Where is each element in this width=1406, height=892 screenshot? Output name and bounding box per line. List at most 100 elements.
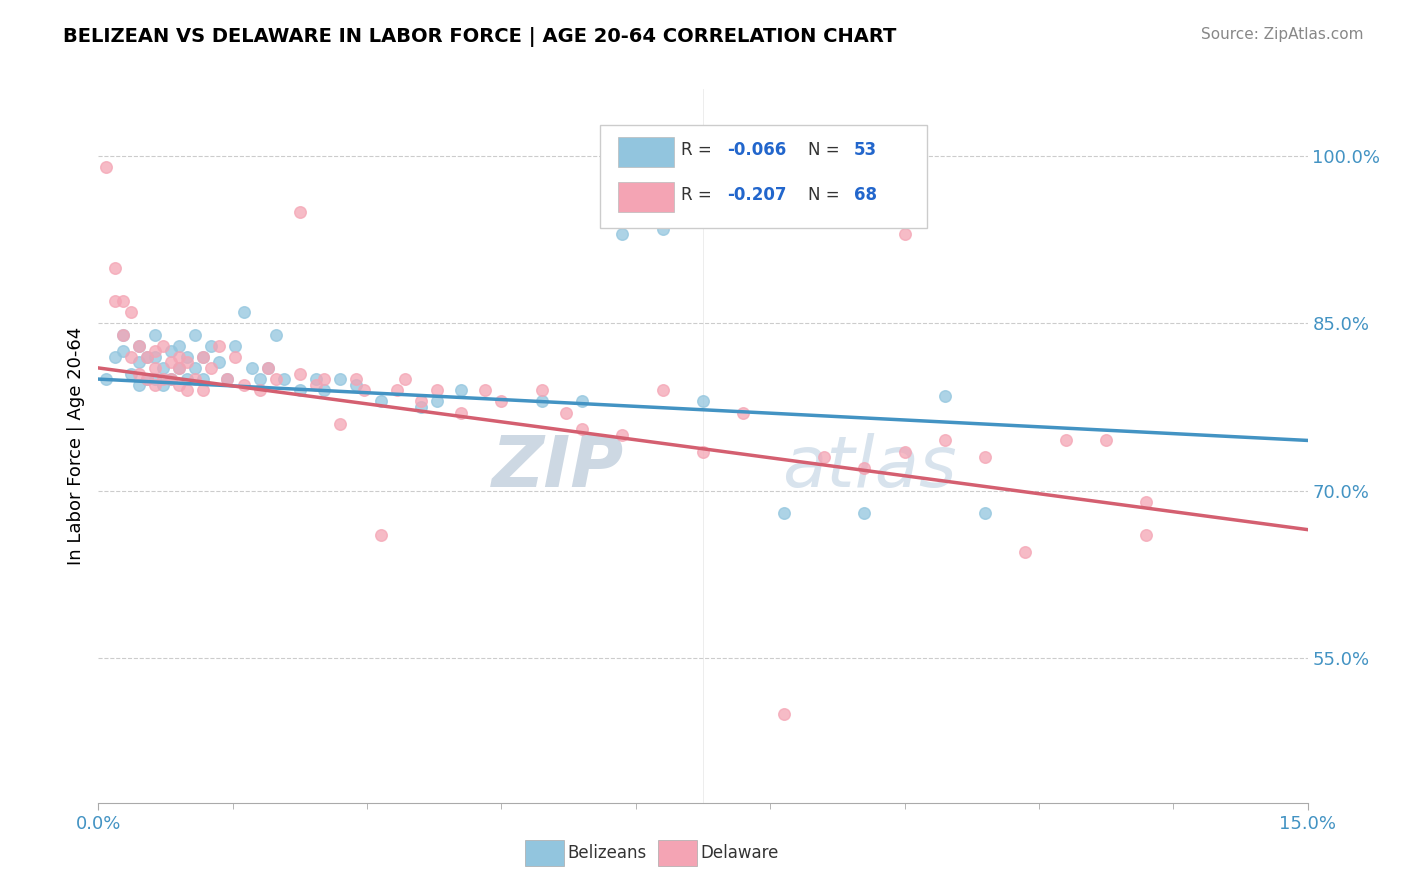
Point	[571, 394, 593, 409]
Point	[385, 384, 408, 398]
Point	[344, 377, 367, 392]
Text: -0.207: -0.207	[727, 186, 787, 203]
Point	[152, 372, 174, 386]
Point	[167, 360, 190, 375]
Point	[409, 400, 432, 414]
Point	[249, 372, 271, 386]
Point	[733, 405, 755, 419]
Point	[111, 294, 134, 309]
Point	[103, 294, 125, 309]
Point	[288, 205, 311, 219]
Point	[143, 350, 166, 364]
Point	[176, 355, 198, 369]
Point	[152, 339, 174, 353]
Text: BELIZEAN VS DELAWARE IN LABOR FORCE | AGE 20-64 CORRELATION CHART: BELIZEAN VS DELAWARE IN LABOR FORCE | AG…	[63, 27, 897, 46]
Point	[135, 372, 157, 386]
Point	[530, 384, 553, 398]
Point	[232, 305, 254, 319]
Point	[934, 434, 956, 448]
Point	[120, 305, 142, 319]
Point	[370, 528, 392, 542]
Point	[1054, 434, 1077, 448]
Text: 53: 53	[855, 141, 877, 159]
Point	[224, 350, 246, 364]
Point	[450, 405, 472, 419]
FancyBboxPatch shape	[619, 182, 673, 212]
Point	[193, 384, 215, 398]
Point	[934, 389, 956, 403]
Point	[1014, 545, 1036, 559]
Point	[217, 372, 239, 386]
Point	[232, 377, 254, 392]
Point	[143, 372, 166, 386]
Point	[394, 372, 416, 386]
Point	[96, 161, 118, 175]
Point	[128, 377, 150, 392]
Point	[612, 428, 634, 442]
Point	[120, 367, 142, 381]
Point	[160, 372, 183, 386]
Point	[370, 394, 392, 409]
Point	[176, 372, 198, 386]
Point	[305, 372, 328, 386]
Point	[167, 339, 190, 353]
Point	[305, 377, 328, 392]
Point	[143, 327, 166, 342]
Point	[426, 384, 449, 398]
Point	[111, 327, 134, 342]
Point	[571, 422, 593, 436]
Text: -0.066: -0.066	[727, 141, 786, 159]
Point	[135, 350, 157, 364]
Point	[167, 377, 190, 392]
Point	[224, 339, 246, 353]
FancyBboxPatch shape	[526, 840, 564, 865]
Text: R =: R =	[682, 141, 717, 159]
FancyBboxPatch shape	[619, 137, 673, 167]
Point	[974, 450, 997, 465]
Point	[135, 372, 157, 386]
Text: ZIP: ZIP	[492, 433, 624, 502]
Point	[491, 394, 513, 409]
Point	[167, 350, 190, 364]
Point	[772, 506, 794, 520]
Point	[184, 372, 207, 386]
Text: Delaware: Delaware	[700, 844, 779, 862]
Point	[111, 327, 134, 342]
Point	[772, 706, 794, 721]
Point	[288, 367, 311, 381]
Point	[200, 339, 222, 353]
Point	[474, 384, 496, 398]
Point	[111, 344, 134, 359]
Point	[217, 372, 239, 386]
Point	[450, 384, 472, 398]
Point	[176, 384, 198, 398]
Point	[128, 339, 150, 353]
Point	[193, 372, 215, 386]
Point	[651, 221, 673, 235]
Point	[184, 327, 207, 342]
Point	[853, 461, 876, 475]
FancyBboxPatch shape	[600, 125, 927, 228]
Point	[264, 372, 287, 386]
Point	[128, 339, 150, 353]
Point	[314, 372, 336, 386]
Point	[813, 450, 835, 465]
Point	[612, 227, 634, 241]
Text: N =: N =	[808, 186, 845, 203]
Point	[200, 360, 222, 375]
Point	[426, 394, 449, 409]
Point	[176, 350, 198, 364]
Text: Belizeans: Belizeans	[568, 844, 647, 862]
Point	[249, 384, 271, 398]
Y-axis label: In Labor Force | Age 20-64: In Labor Force | Age 20-64	[66, 326, 84, 566]
Text: R =: R =	[682, 186, 717, 203]
Point	[193, 350, 215, 364]
Point	[160, 344, 183, 359]
Point	[1135, 495, 1157, 509]
Point	[692, 444, 714, 458]
Point	[974, 506, 997, 520]
Point	[103, 350, 125, 364]
Point	[288, 384, 311, 398]
Point	[160, 372, 183, 386]
Point	[329, 417, 352, 431]
